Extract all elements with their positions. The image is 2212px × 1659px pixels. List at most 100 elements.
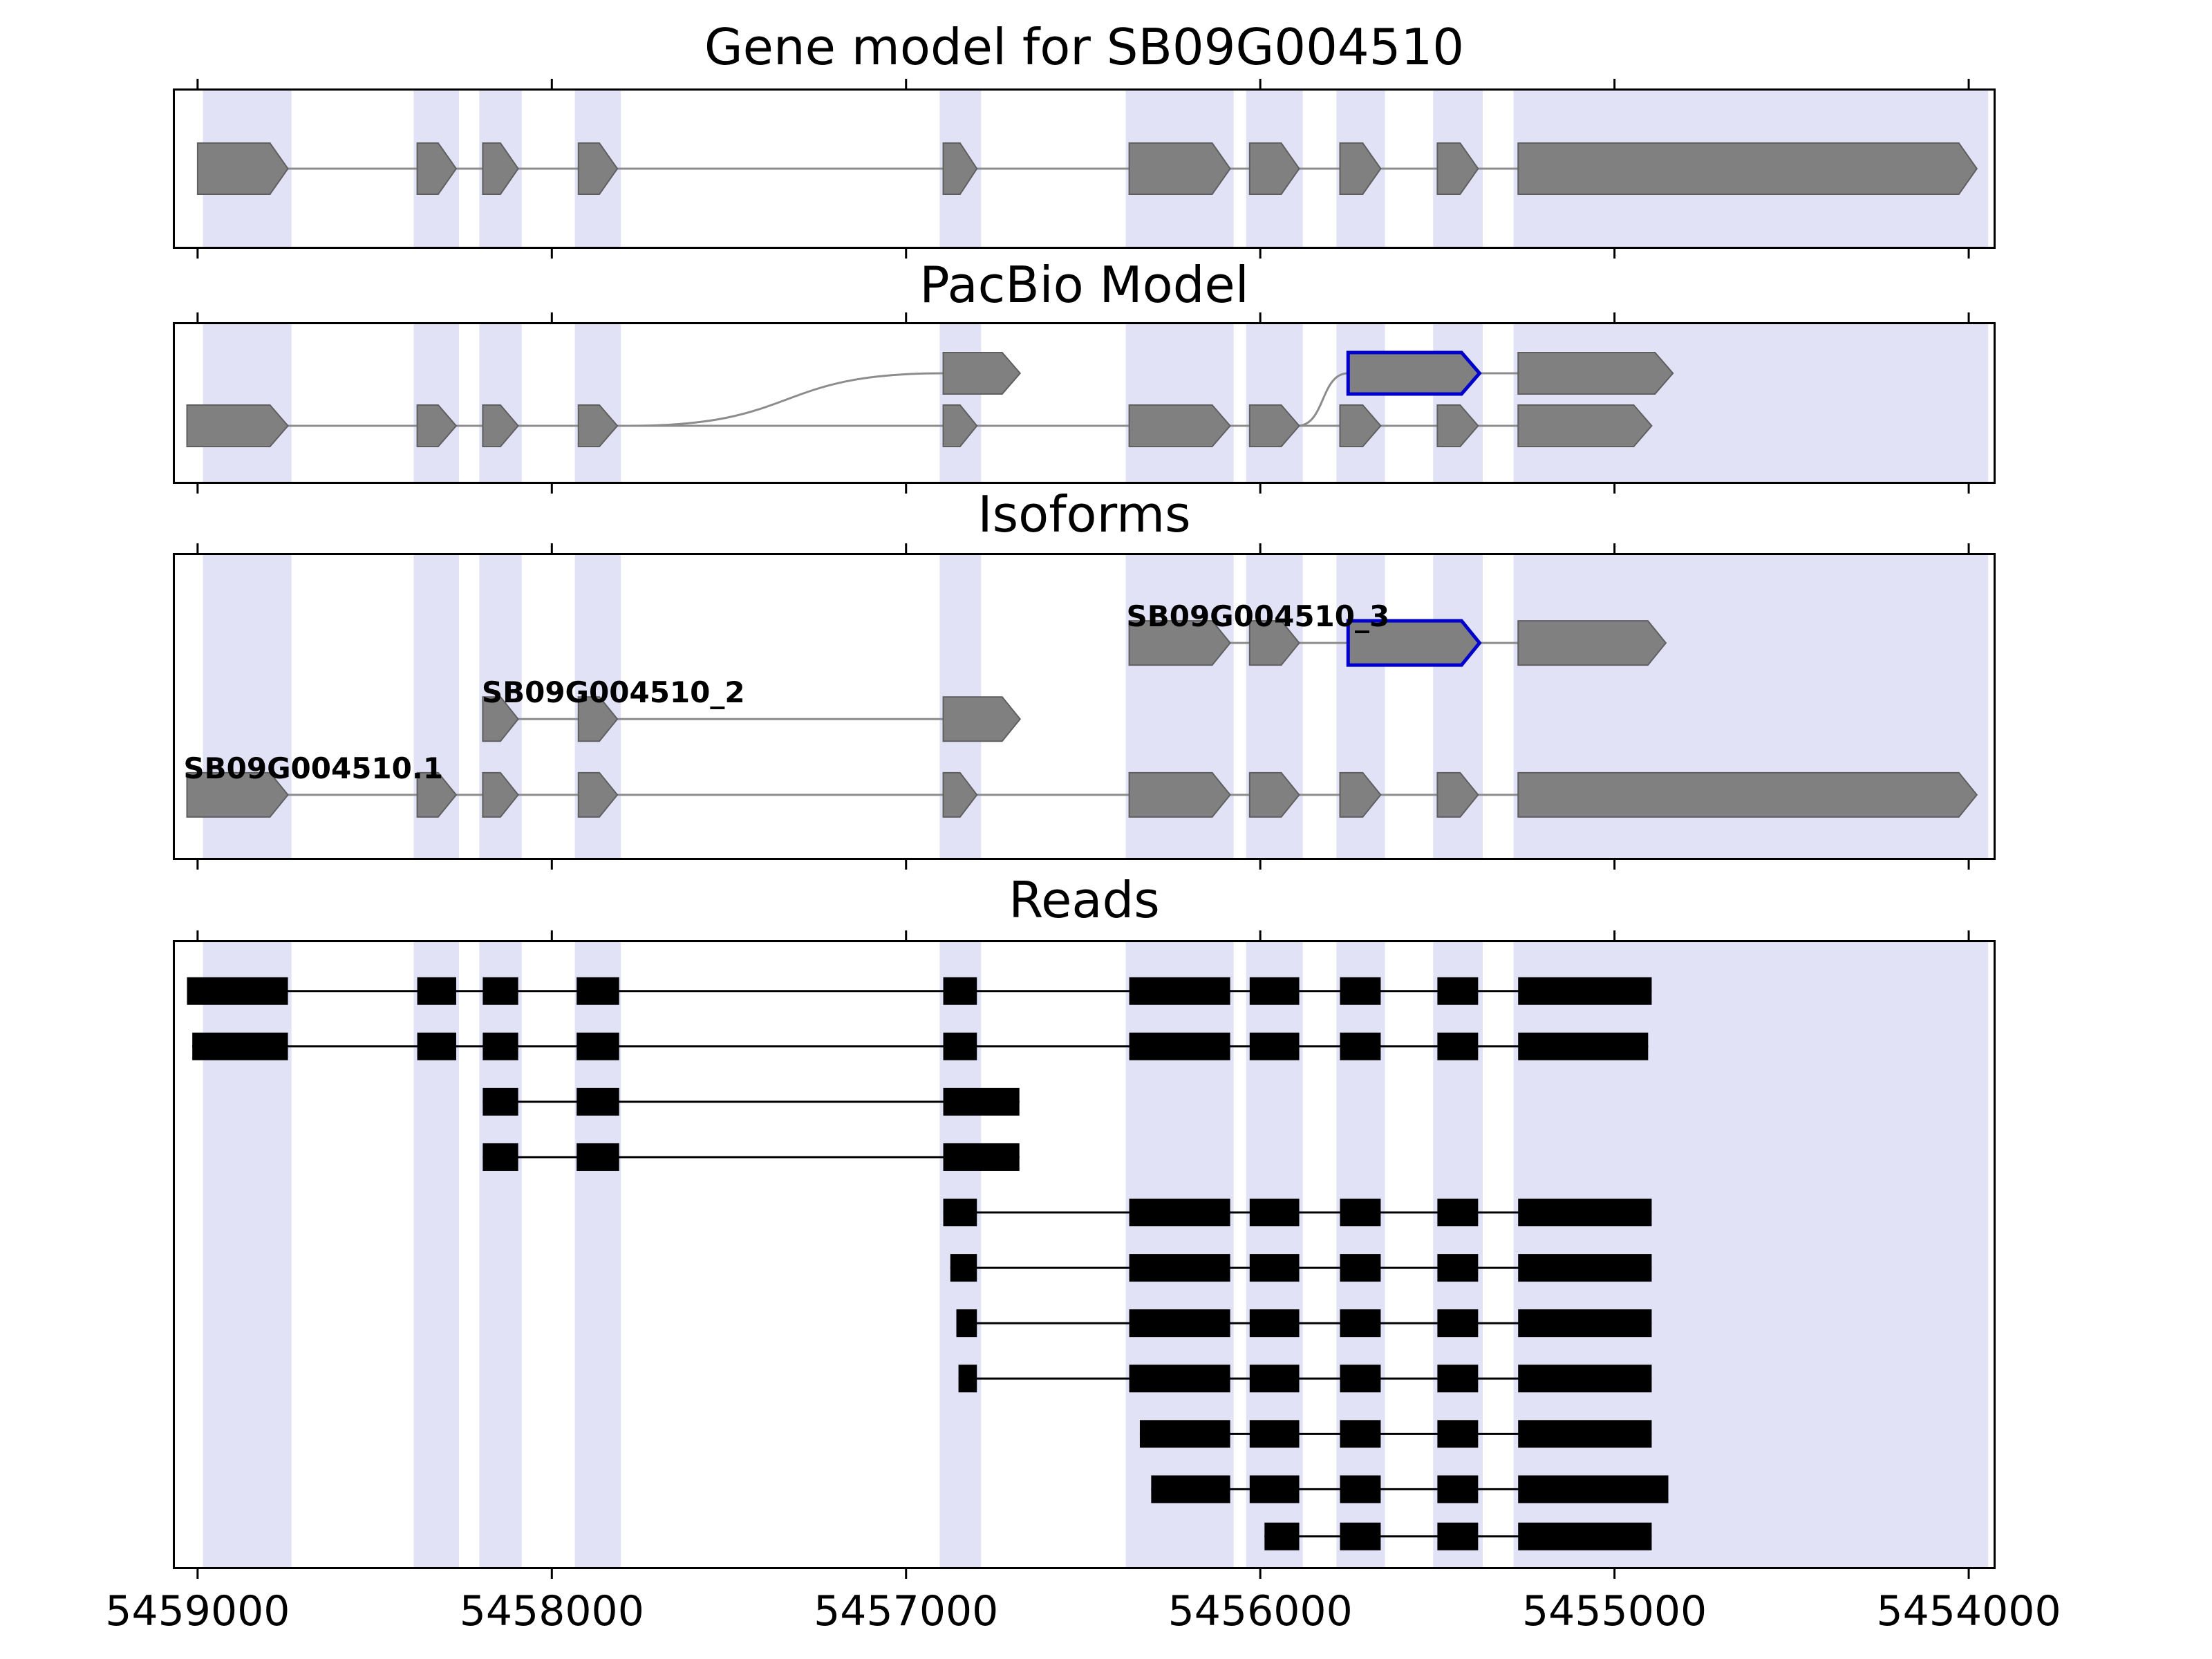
panel-canvas [173, 930, 1996, 1579]
read-block [1518, 1199, 1652, 1227]
read-block [1518, 1522, 1652, 1550]
splice-curve [630, 372, 944, 427]
read-block [1340, 1365, 1381, 1393]
read-block [1249, 1032, 1300, 1060]
exon-arrow [1128, 404, 1231, 447]
read-block [1139, 1420, 1230, 1448]
read-block [1437, 1032, 1479, 1060]
exon-arrow [577, 696, 619, 742]
read-block [482, 1143, 518, 1171]
highlight-band [1433, 324, 1483, 482]
read-block [482, 977, 518, 1005]
read-block [1437, 1475, 1479, 1503]
panel-pacbio-model [173, 312, 1996, 494]
highlight-band [479, 324, 522, 482]
panel-canvas [173, 79, 1996, 259]
read-block [1518, 1365, 1652, 1393]
read-block [1518, 977, 1652, 1005]
panel-canvas: SB09G004510_3 SB09G004510_2 SB09G004510.1 [173, 543, 1996, 870]
panel-title-isoforms: Isoforms [977, 485, 1191, 543]
highlight-band [1125, 324, 1234, 482]
read-block [1437, 1420, 1479, 1448]
read-block [1249, 977, 1300, 1005]
highlight-band [574, 324, 621, 482]
exon-arrow [1436, 404, 1479, 447]
read-block [1249, 1475, 1300, 1503]
exon-arrow [577, 142, 619, 195]
read-block [577, 1143, 619, 1171]
read-block [577, 1032, 619, 1060]
read-block [417, 1032, 456, 1060]
exon-arrow [482, 696, 519, 742]
exon-arrow [416, 771, 458, 818]
read-block [1249, 1199, 1300, 1227]
highlight-band [1246, 324, 1303, 482]
read-block [958, 1365, 977, 1393]
x-tick-label: 5459000 [105, 1587, 290, 1635]
exon-arrow [1128, 771, 1231, 818]
exon-arrow [1436, 771, 1479, 818]
read-block [1129, 1199, 1230, 1227]
exon-arrow [186, 404, 289, 447]
panel-isoforms: SB09G004510_3 SB09G004510_2 SB09G004510.1 [173, 543, 1996, 870]
read-block [1340, 1254, 1381, 1282]
exon-arrow [942, 696, 1022, 742]
read-block [1249, 1309, 1300, 1338]
read-block [1129, 1309, 1230, 1338]
exon-arrow [1248, 142, 1300, 195]
exon-arrow [416, 404, 458, 447]
panel-border [173, 322, 1996, 484]
read-block [1518, 1420, 1652, 1448]
exon-arrow [1248, 404, 1300, 447]
read-block [1437, 1522, 1479, 1550]
panel-gene-model [173, 79, 1996, 259]
splice-curve [1297, 372, 1349, 427]
exon-arrow [1128, 620, 1231, 666]
read-block [577, 1087, 619, 1116]
read-block [1340, 1309, 1381, 1338]
read-block [1437, 1254, 1479, 1282]
exon-arrow [1517, 351, 1674, 395]
x-tick-label: 5457000 [814, 1587, 999, 1635]
exon-arrow [1517, 620, 1667, 666]
read-block [1518, 1254, 1652, 1282]
exon-arrow [1339, 771, 1382, 818]
read-block [1340, 1420, 1381, 1448]
x-tick-label: 5454000 [1876, 1587, 2061, 1635]
panel-reads [173, 930, 1996, 1579]
read-block [1518, 1032, 1649, 1060]
read-block [1437, 1365, 1479, 1393]
highlight-band [1336, 324, 1385, 482]
read-block [482, 1087, 518, 1116]
exon-arrow [186, 771, 289, 818]
isoform-label: SB09G004510.1 [183, 751, 443, 785]
read-block [943, 977, 977, 1005]
panel-title-reads: Reads [1009, 871, 1160, 929]
read-block [956, 1309, 977, 1338]
isoform-label: SB09G004510_3 [1126, 599, 1389, 633]
exon-arrow [1517, 771, 1978, 818]
read-block [1340, 1199, 1381, 1227]
panel-border [173, 940, 1996, 1569]
read-block [1518, 1475, 1669, 1503]
exon-arrow [196, 142, 289, 195]
exon-arrow [1128, 142, 1231, 195]
read-block [1151, 1475, 1230, 1503]
highlight-band [413, 324, 460, 482]
read-block [1437, 1309, 1479, 1338]
read-block [1340, 1032, 1381, 1060]
exon-arrow [577, 771, 619, 818]
highlight-band [939, 324, 982, 482]
read-block [1518, 1309, 1652, 1338]
read-block [1264, 1522, 1300, 1550]
read-block [1340, 1475, 1381, 1503]
exon-arrow [482, 404, 519, 447]
read-block [577, 977, 619, 1005]
x-tick-label: 5458000 [459, 1587, 644, 1635]
panel-border [173, 88, 1996, 249]
read-block [1340, 1522, 1381, 1550]
panel-title-pacbio-model: PacBio Model [919, 256, 1249, 314]
panel-border [173, 553, 1996, 860]
read-block [1129, 977, 1230, 1005]
